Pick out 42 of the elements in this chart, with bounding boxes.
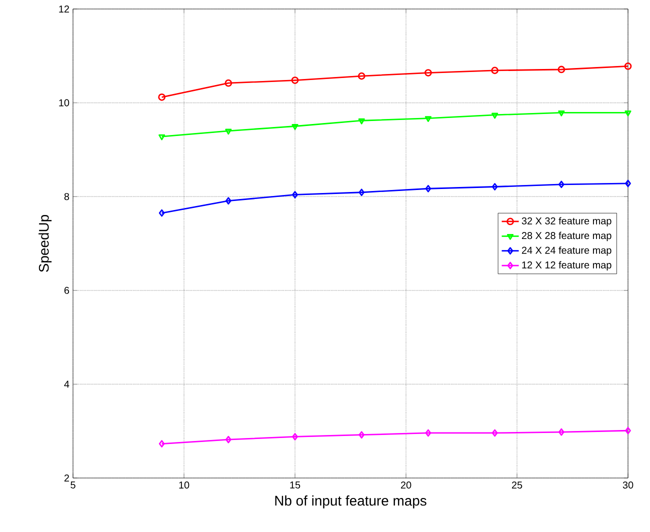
x-tick-label: 15: [290, 482, 300, 488]
point: [558, 180, 564, 188]
point: [358, 72, 366, 80]
point: [292, 191, 298, 198]
x-tick-label: 25: [512, 482, 522, 489]
y-tick-label: 4: [64, 380, 70, 388]
point: [492, 183, 498, 190]
y-tick-label: 12: [59, 6, 69, 12]
point: [358, 431, 365, 439]
point: [292, 433, 298, 440]
x-tick-label: 30: [622, 482, 634, 489]
point: [358, 118, 365, 124]
y-tick-label: 2: [64, 474, 69, 482]
legend-label: 32 X 32 feature map: [522, 217, 612, 226]
y-tick-label: 6: [64, 286, 70, 294]
x-tick-label: 20: [400, 482, 412, 489]
point: [425, 184, 432, 192]
y-tick-label: 8: [64, 193, 70, 200]
point: [291, 76, 299, 84]
x-tick-label: 5: [70, 482, 76, 488]
point: [424, 69, 432, 76]
point: [558, 66, 566, 74]
point: [492, 429, 498, 437]
y-axis-title: SpeedUp: [38, 215, 52, 272]
point: [492, 112, 498, 119]
point: [292, 124, 298, 130]
x-axis-title: Nb of input feature maps: [275, 495, 426, 508]
point: [424, 116, 432, 122]
legend-label: 28 X 28 feature map: [522, 232, 612, 242]
point: [358, 188, 365, 196]
point: [491, 66, 498, 74]
point: [225, 128, 232, 135]
x-tick-label: 10: [179, 482, 190, 489]
legend-label: 12 X 12 feature map: [522, 261, 612, 270]
point: [224, 79, 232, 87]
point: [225, 197, 232, 205]
point: [225, 436, 232, 444]
point: [558, 428, 564, 436]
point: [558, 110, 565, 116]
y-tick-label: 10: [59, 99, 70, 106]
legend-label: 24 X 24 feature map: [522, 246, 612, 256]
point: [425, 429, 432, 437]
